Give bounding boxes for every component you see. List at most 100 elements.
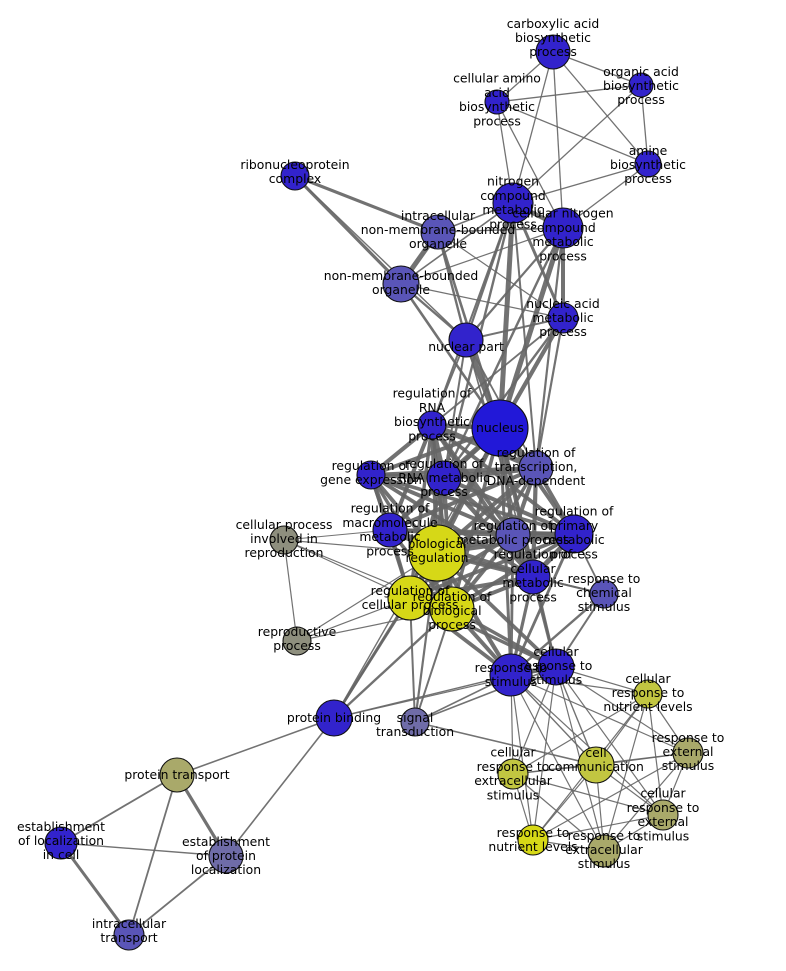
graph-edge[interactable] [497, 227, 566, 429]
graph-node-response-to-nutrient-levels[interactable] [517, 824, 549, 856]
graph-node-cellular-response-to-external-stimulus[interactable] [647, 799, 679, 831]
graph-node-signal-transduction[interactable] [400, 707, 430, 737]
graph-edge[interactable] [512, 51, 554, 204]
graph-node-establishment-of-localization-in-cell[interactable] [44, 826, 78, 860]
graph-node-carboxylic-acid-biosynthetic-process[interactable] [535, 34, 571, 70]
graph-node-cellular-response-to-nutrient-levels[interactable] [633, 679, 663, 709]
graph-edge[interactable] [512, 202, 537, 469]
graph-node-regulation-of-cellular-metabolic-process[interactable] [515, 559, 551, 595]
graph-edge[interactable] [512, 163, 649, 204]
graph-edge[interactable] [496, 101, 649, 165]
graph-node-response-to-external-stimulus[interactable] [672, 737, 704, 769]
graph-edge[interactable] [400, 227, 564, 285]
graph-edge[interactable] [647, 693, 664, 816]
graph-edge[interactable] [552, 51, 564, 229]
graph-edge[interactable] [510, 674, 534, 841]
graph-node-ribonucleoprotein-complex[interactable] [280, 161, 310, 191]
graph-edge[interactable] [60, 774, 178, 844]
graph-edge[interactable] [60, 842, 227, 857]
graph-edge[interactable] [414, 721, 597, 766]
graph-edge[interactable] [128, 774, 178, 936]
graph-edge[interactable] [496, 84, 642, 103]
graph-node-response-to-extracellular-stimulus[interactable] [587, 834, 621, 868]
graph-edge[interactable] [532, 752, 689, 841]
graph-edge[interactable] [534, 227, 565, 469]
graph-edge[interactable] [283, 529, 391, 541]
graph-edge[interactable] [293, 174, 403, 286]
graph-edge[interactable] [176, 717, 335, 776]
graph-edge[interactable] [294, 174, 439, 234]
graph-edge[interactable] [512, 666, 557, 775]
graph-node-intracellular-non-membrane-bounded-organelle[interactable] [420, 214, 456, 250]
graph-node-protein-transport[interactable] [159, 757, 195, 793]
graph-node-regulation-of-rna-metabolic-process[interactable] [426, 460, 462, 496]
graph-node-cellular-response-to-extracellular-stimulus[interactable] [497, 758, 529, 790]
graph-node-nucleic-acid-metabolic-process[interactable] [547, 302, 579, 334]
graph-edge[interactable] [510, 674, 689, 754]
graph-edge[interactable] [532, 814, 664, 841]
graph-edge[interactable] [510, 674, 664, 816]
graph-edge[interactable] [437, 231, 564, 319]
graph-edge[interactable] [555, 666, 664, 816]
graph-node-establishment-of-protein-localization[interactable] [208, 838, 244, 874]
graph-edge[interactable] [370, 473, 514, 537]
graph-node-cell-communication[interactable] [577, 746, 615, 784]
graph-edge[interactable] [332, 597, 412, 719]
graph-edge[interactable] [296, 608, 453, 642]
graph-edge[interactable] [442, 476, 535, 579]
graph-edge[interactable] [370, 473, 575, 536]
graph-edge[interactable] [437, 227, 564, 233]
graph-edge[interactable] [400, 202, 514, 285]
graph-edge[interactable] [497, 202, 516, 429]
graph-node-reproductive-process[interactable] [282, 626, 312, 656]
graph-node-amine-biosynthetic-process[interactable] [634, 150, 662, 178]
graph-edge[interactable] [534, 317, 565, 469]
graph-edge[interactable] [512, 773, 605, 852]
graph-node-regulation-of-cellular-process[interactable] [387, 575, 433, 621]
graph-node-regulation-of-macromolecule-metabolic-process[interactable] [372, 512, 408, 548]
graph-node-nucleus[interactable] [471, 399, 529, 457]
graph-edge[interactable] [498, 427, 558, 668]
graph-node-regulation-of-metabolic-process[interactable] [495, 517, 531, 553]
graph-node-label-intracellular-non-membrane-bounded-organelle: intracellular non-membrane-bounded organel… [361, 207, 516, 250]
graph-node-nitrogen-compound-metabolic-process[interactable] [492, 182, 534, 224]
graph-node-cellular-response-to-stimulus[interactable] [537, 648, 575, 686]
graph-node-regulation-of-transcription-dna-dependent[interactable] [518, 450, 554, 486]
graph-node-regulation-of-gene-expression[interactable] [356, 460, 386, 490]
graph-node-cellular-process-involved-in-reproduction[interactable] [269, 525, 299, 555]
graph-edge[interactable] [294, 175, 467, 341]
graph-edge[interactable] [59, 842, 131, 936]
graph-node-cellular-nitrogen-compound-metabolic-process[interactable] [542, 207, 584, 249]
graph-node-nuclear-part[interactable] [448, 322, 484, 358]
graph-node-label-carboxylic-acid-biosynthetic-process: carboxylic acid biosynthetic process [507, 15, 600, 58]
graph-node-response-to-chemical-stimulus[interactable] [589, 579, 619, 609]
graph-edge[interactable] [283, 539, 298, 642]
graph-node-regulation-of-primary-metabolic-process[interactable] [554, 514, 594, 554]
graph-edge[interactable] [512, 84, 642, 204]
graph-edge[interactable] [496, 101, 564, 229]
graph-edge[interactable] [225, 717, 335, 857]
graph-node-biological-regulation[interactable] [408, 524, 466, 582]
graph-edge[interactable] [128, 855, 227, 936]
graph-node-non-membrane-bounded-organelle[interactable] [382, 265, 420, 303]
graph-node-label-regulation-of-rna-biosynthetic-process: regulation of RNA biosynthetic process [393, 385, 472, 443]
graph-node-intracellular-transport[interactable] [113, 919, 145, 951]
graph-node-regulation-of-biological-process[interactable] [429, 586, 475, 632]
graph-edge[interactable] [333, 608, 453, 719]
graph-edge[interactable] [512, 773, 664, 816]
graph-edge[interactable] [400, 283, 564, 319]
graph-edge[interactable] [510, 674, 649, 695]
graph-node-cellular-amino-acid-biosynthetic-process[interactable] [484, 89, 510, 115]
graph-edge[interactable] [510, 674, 605, 852]
graph-node-organic-acid-biosynthetic-process[interactable] [628, 72, 654, 98]
graph-edge[interactable] [512, 693, 649, 775]
graph-edge[interactable] [431, 317, 564, 426]
graph-edge[interactable] [498, 427, 513, 676]
graph-edge[interactable] [552, 51, 649, 165]
graph-node-response-to-stimulus[interactable] [489, 653, 533, 697]
graph-edge[interactable] [283, 539, 411, 599]
graph-node-regulation-of-rna-biosynthetic-process[interactable] [417, 410, 447, 440]
graph-edge[interactable] [431, 202, 514, 426]
graph-node-protein-binding[interactable] [315, 699, 353, 737]
graph-edge[interactable] [443, 339, 467, 479]
